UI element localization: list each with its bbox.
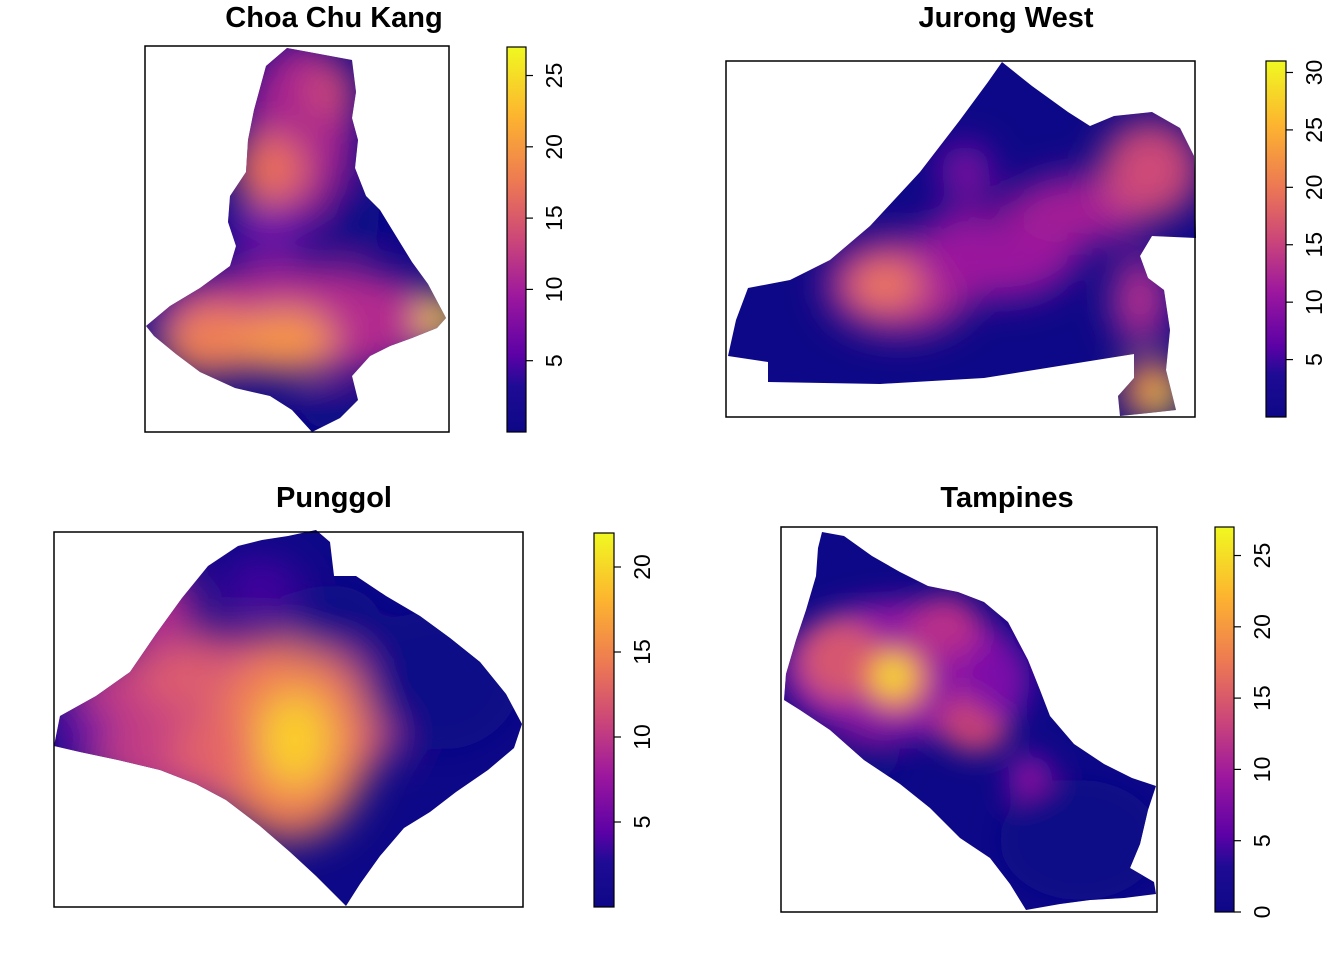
density-map xyxy=(54,530,522,906)
colorbar-tick-label: 10 xyxy=(1249,757,1275,783)
colorbar-tick-label: 10 xyxy=(541,277,567,303)
colorbar-tick-label: 0 xyxy=(1249,906,1275,919)
plot-frame xyxy=(780,526,1158,913)
colorbar-tick-label: 20 xyxy=(1301,175,1327,201)
density-map xyxy=(784,532,1156,910)
colorbar-ticks: 5 10 15 20 xyxy=(614,554,655,828)
colorbar-tick-label: 25 xyxy=(1301,117,1327,143)
colorbar-tick-label: 20 xyxy=(629,554,655,580)
colorbar-tick-label: 30 xyxy=(1301,60,1327,86)
plot-frame xyxy=(144,45,450,433)
colorbar-tick-label: 5 xyxy=(1301,353,1327,366)
colorbar-tick-label: 5 xyxy=(629,816,655,829)
panel-title: Jurong West xyxy=(918,2,1093,34)
panel-tampines: Tampines 0 5 10 15 20 25 xyxy=(780,482,1275,919)
colorbar-tick-label: 5 xyxy=(541,354,567,367)
density-map xyxy=(146,48,446,432)
colorbar: 5 10 15 20 xyxy=(593,532,655,908)
colorbar-tick-label: 15 xyxy=(1301,232,1327,258)
colorbar-tick-label: 20 xyxy=(541,134,567,160)
colorbar-ticks: 5 10 15 20 25 30 xyxy=(1286,60,1327,366)
colorbar: 5 10 15 20 25 xyxy=(506,46,567,433)
colorbar-tick-label: 15 xyxy=(1249,685,1275,711)
panel-title: Tampines xyxy=(940,482,1073,514)
colorbar-ticks: 0 5 10 15 20 25 xyxy=(1234,543,1275,919)
plot-frame xyxy=(53,531,524,908)
plot-frame xyxy=(725,60,1196,418)
colorbar-tick-label: 10 xyxy=(1301,289,1327,315)
panel-title: Choa Chu Kang xyxy=(225,2,443,34)
density-map xyxy=(728,62,1196,416)
colorbar-tick-label: 15 xyxy=(629,639,655,665)
panel-punggol: Punggol 5 10 15 20 xyxy=(53,482,655,908)
colorbar-tick-label: 20 xyxy=(1249,614,1275,640)
colorbar: 0 5 10 15 20 25 xyxy=(1214,526,1275,919)
colorbar: 5 10 15 20 25 30 xyxy=(1265,60,1327,418)
colorbar-tick-label: 25 xyxy=(1249,543,1275,569)
colorbar-tick-label: 5 xyxy=(1249,834,1275,847)
colorbar-tick-label: 15 xyxy=(541,205,567,231)
colorbar-tick-label: 10 xyxy=(629,724,655,750)
panel-jurong-west: Jurong West 5 10 15 20 25 30 xyxy=(725,2,1327,418)
colorbar-ticks: 5 10 15 20 25 xyxy=(526,63,567,367)
panel-choa-chu-kang: Choa Chu Kang 5 10 15 20 25 xyxy=(144,2,567,433)
colorbar-tick-label: 25 xyxy=(541,63,567,89)
panel-title: Punggol xyxy=(276,482,392,514)
